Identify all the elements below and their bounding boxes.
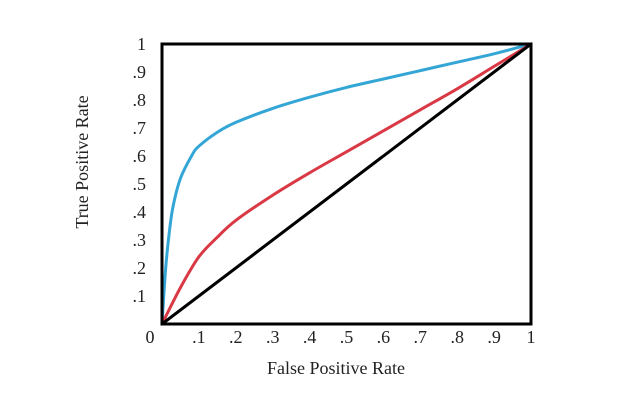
- y-tick-label: .7: [133, 118, 147, 138]
- y-tick-label: .1: [133, 286, 147, 306]
- y-tick-labels: .1 .2 .3 .4 .5 .6 .7 .8 .9 1: [133, 34, 147, 306]
- series-line-2: [160, 42, 533, 326]
- y-tick-label: 1: [137, 34, 146, 54]
- x-tick-label: .8: [450, 327, 464, 347]
- y-tick-label: .8: [133, 90, 147, 110]
- series-line-1: [160, 42, 533, 326]
- plot-frame: [160, 42, 533, 326]
- x-tick-label: .2: [229, 327, 243, 347]
- x-tick-label: .6: [377, 327, 391, 347]
- x-tick-label: .5: [340, 327, 354, 347]
- y-axis-label: True Positive Rate: [72, 95, 92, 228]
- x-tick-label: .3: [266, 327, 280, 347]
- y-tick-label: .4: [133, 202, 147, 222]
- x-tick-label: 1: [527, 327, 536, 347]
- y-tick-label: .6: [133, 146, 147, 166]
- x-tick-label: 0: [146, 327, 155, 347]
- y-tick-label: .5: [133, 174, 147, 194]
- y-tick-label: .9: [133, 62, 147, 82]
- x-axis-label: False Positive Rate: [267, 358, 405, 378]
- x-tick-label: .9: [487, 327, 501, 347]
- y-tick-label: .3: [133, 230, 147, 250]
- x-tick-labels: 0 .1 .2 .3 .4 .5 .6 .7 .8 .9 1: [146, 327, 536, 347]
- y-tick-label: .2: [133, 258, 147, 278]
- x-tick-label: .4: [303, 327, 317, 347]
- x-tick-label: .1: [192, 327, 206, 347]
- x-tick-label: .7: [414, 327, 428, 347]
- series-layer: [160, 42, 533, 326]
- series-line-3: [160, 42, 533, 326]
